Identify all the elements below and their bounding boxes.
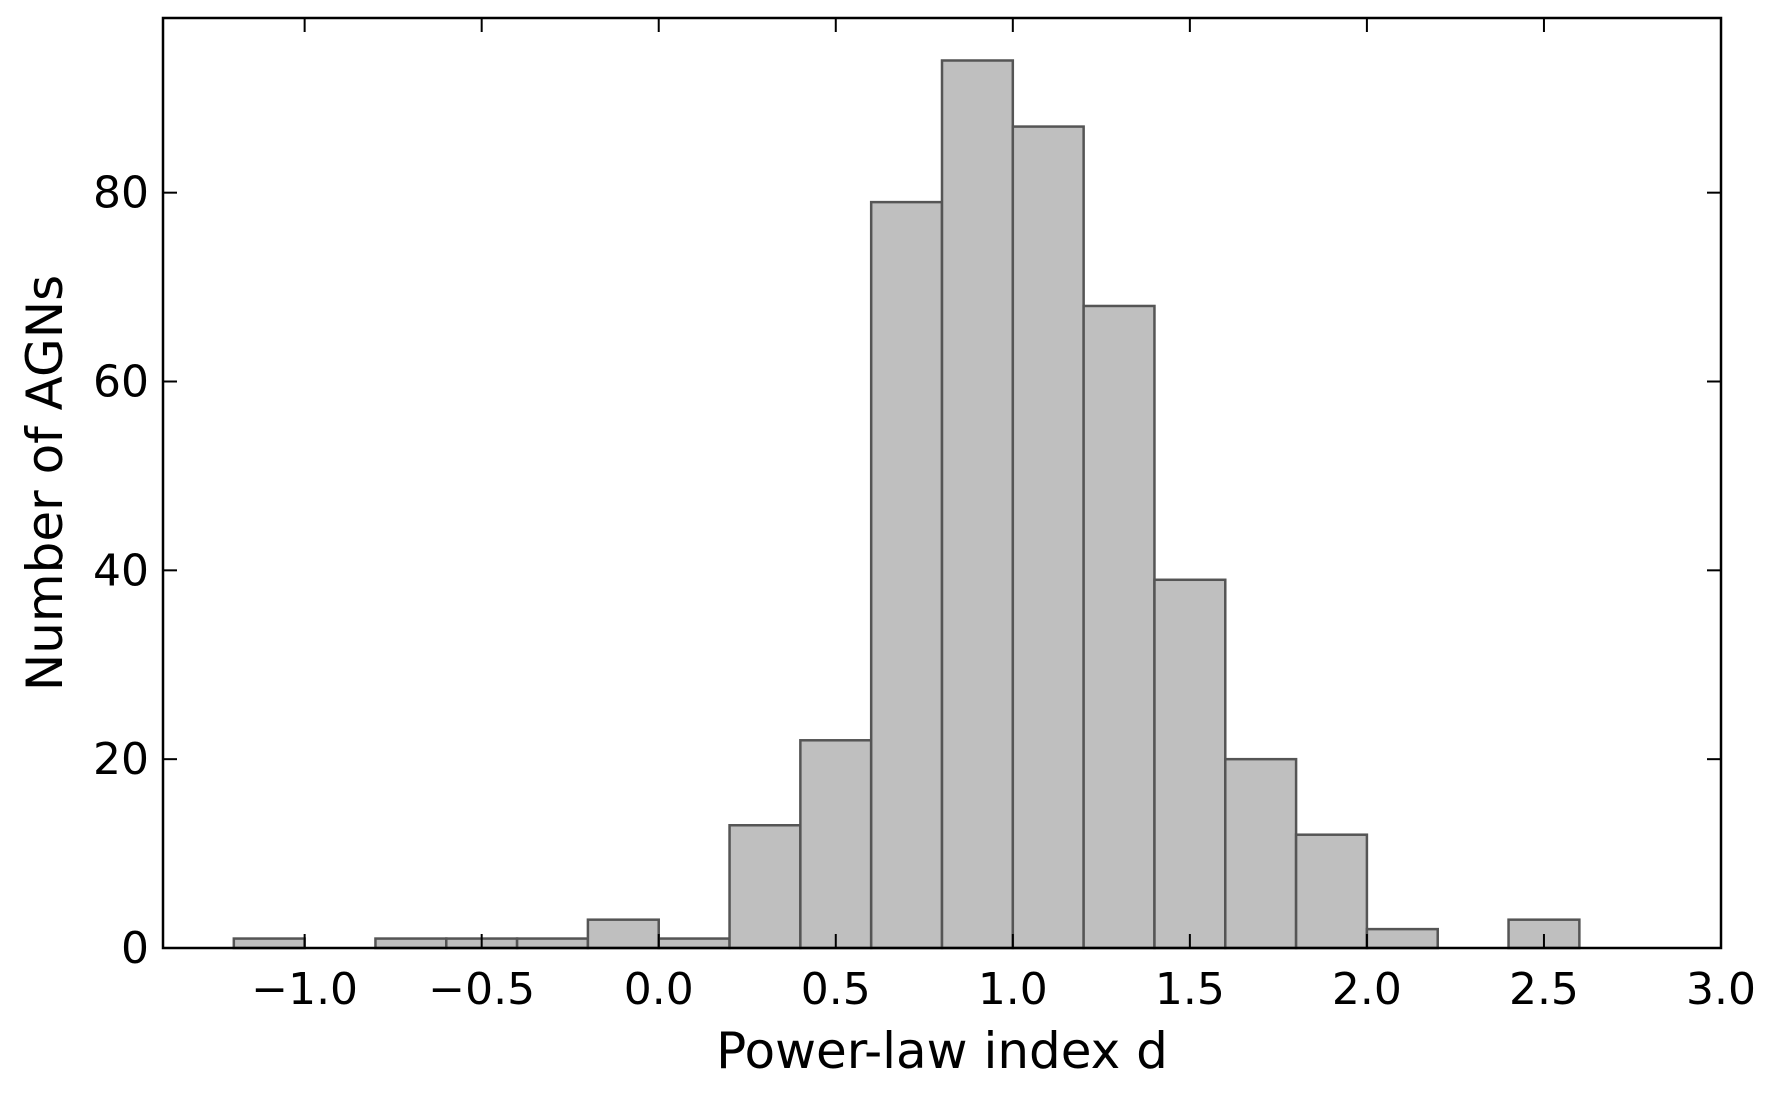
histogram-bar-5 bbox=[586, 918, 660, 950]
y-tick-label-1: 20 bbox=[93, 734, 149, 785]
y-tick-label-2: 40 bbox=[93, 545, 149, 596]
y-tick-label-4: 80 bbox=[93, 168, 149, 219]
histogram-bar-0 bbox=[232, 937, 306, 950]
bars-group bbox=[232, 59, 1581, 950]
histogram-bar-7 bbox=[728, 824, 802, 950]
y-tick-label-0: 0 bbox=[121, 923, 149, 974]
histogram-bar-15 bbox=[1294, 833, 1369, 950]
histogram-bar-11 bbox=[1011, 125, 1085, 950]
y-axis-ticks: 0 20 40 60 80 bbox=[93, 168, 1721, 974]
histogram-bar-10 bbox=[940, 59, 1015, 950]
y-tick-label-3: 60 bbox=[93, 357, 149, 408]
histogram-bar-13 bbox=[1153, 578, 1227, 950]
x-tick-label-5: 1.5 bbox=[1155, 964, 1225, 1015]
x-tick-label-0: −1.0 bbox=[251, 964, 358, 1015]
x-axis-label: Power-law index d bbox=[716, 1022, 1168, 1080]
histogram-bar-12 bbox=[1082, 304, 1156, 950]
x-tick-label-2: 0.0 bbox=[624, 964, 694, 1015]
y-axis-label: Number of AGNs bbox=[16, 275, 74, 691]
histogram-bar-4 bbox=[515, 937, 590, 950]
histogram-bar-6 bbox=[657, 937, 731, 950]
plot-frame bbox=[161, 16, 1723, 950]
histogram-bar-16 bbox=[1365, 927, 1439, 950]
x-tick-label-7: 2.5 bbox=[1509, 964, 1579, 1015]
histogram-bar-14 bbox=[1224, 757, 1298, 950]
histogram-bar-2 bbox=[374, 937, 448, 950]
x-tick-label-1: −0.5 bbox=[428, 964, 535, 1015]
x-tick-label-8: 3.0 bbox=[1686, 964, 1756, 1015]
x-axis-ticks: −1.0 −0.5 0.0 0.5 1.0 1.5 2.0 2.5 3.0 bbox=[251, 18, 1756, 1015]
histogram-bar-9 bbox=[869, 200, 944, 950]
x-tick-label-4: 1.0 bbox=[978, 964, 1048, 1015]
x-tick-label-6: 2.0 bbox=[1332, 964, 1402, 1015]
histogram-bar-18 bbox=[1507, 918, 1581, 950]
histogram-bar-8 bbox=[799, 739, 873, 950]
x-tick-label-3: 0.5 bbox=[801, 964, 871, 1015]
